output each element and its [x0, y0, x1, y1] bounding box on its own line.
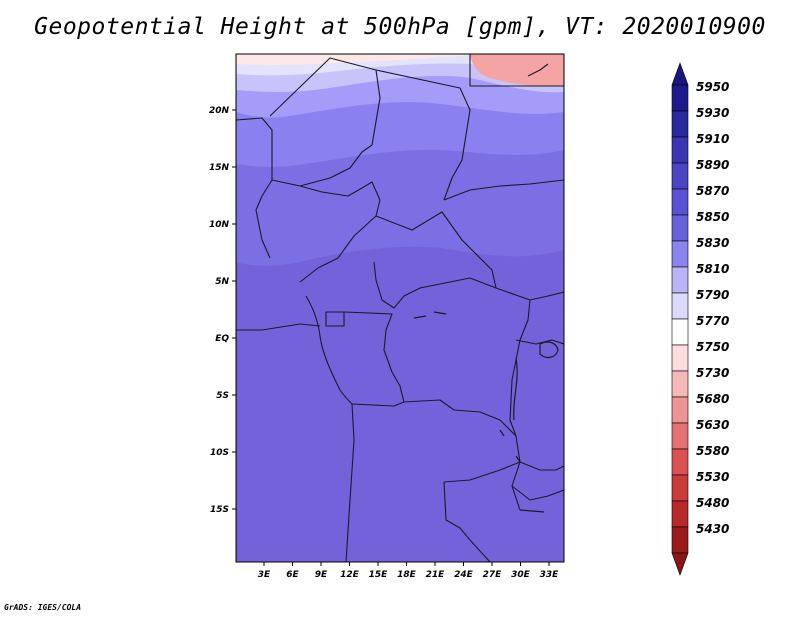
colorbar-swatch — [671, 474, 689, 502]
colorbar-level-label: 5730 — [696, 366, 729, 380]
country-borders — [236, 54, 564, 562]
colorbar-level-label: 5630 — [696, 418, 729, 432]
border-line — [443, 179, 564, 201]
border-line — [529, 291, 564, 301]
colorbar-level-label: 5910 — [696, 132, 729, 146]
colorbar-level-label: 5680 — [696, 392, 729, 406]
colorbar-swatch — [671, 162, 689, 190]
colorbar-level-label: 5850 — [696, 210, 729, 224]
colorbar-level-label: 5430 — [696, 522, 729, 536]
colorbar-swatch — [671, 240, 689, 268]
border-line — [351, 401, 405, 407]
border-line — [443, 481, 491, 562]
colorbar-swatch — [671, 84, 689, 112]
border-line — [403, 399, 521, 511]
border-line — [299, 181, 381, 201]
lat-tick-label: 20N — [209, 106, 230, 116]
height-band-5770 — [236, 54, 480, 65]
colorbar-swatch — [671, 500, 689, 528]
border-line — [375, 69, 471, 201]
lat-tick-label: 5S — [216, 391, 229, 401]
colorbar-swatch — [671, 318, 689, 346]
colorbar-level-label: 5870 — [696, 184, 729, 198]
colorbar-level-label: 5810 — [696, 262, 729, 276]
lake-outline — [539, 341, 559, 359]
colorbar-top-arrow — [671, 62, 689, 86]
latitude-axis: 20N 15N 10N 5N EQ 5S 10S 15S — [209, 106, 236, 515]
colorbar-level-label: 5930 — [696, 106, 729, 120]
lon-tick-label: 9E — [315, 570, 328, 580]
lat-tick-label: 10S — [210, 448, 229, 458]
border-line — [299, 199, 381, 283]
map-field — [236, 54, 564, 562]
lat-tick-label: 15S — [210, 505, 229, 515]
border-line — [511, 485, 564, 501]
colorbar-swatch — [671, 188, 689, 216]
colorbar-level-label: 5750 — [696, 340, 729, 354]
height-band-5750 — [470, 54, 564, 87]
lake-outline — [513, 357, 518, 421]
border-line — [345, 403, 355, 562]
border-line — [305, 295, 353, 405]
colorbar-level-label: 5890 — [696, 158, 729, 172]
border-line — [527, 63, 549, 77]
lake-outline — [499, 429, 505, 437]
map-title: Geopotential Height at 500hPa [gpm], VT:… — [34, 14, 766, 40]
colorbar-swatch — [671, 110, 689, 138]
lon-tick-label: 15E — [369, 570, 389, 580]
border-line — [325, 311, 345, 327]
border-line — [519, 461, 564, 471]
lon-tick-label: 30E — [511, 570, 531, 580]
longitude-axis: 3E 6E 9E 12E 15E 18E 21E 24E 27E 30E 33E — [258, 562, 559, 580]
border-line — [236, 323, 321, 331]
lon-tick-label: 21E — [426, 570, 446, 580]
colorbar-bottom-arrow — [671, 552, 689, 576]
lon-tick-label: 3E — [258, 570, 271, 580]
colorbar-level-label: 5950 — [696, 80, 729, 94]
grads-credit: GrADS: IGES/COLA — [4, 603, 82, 612]
colorbar-level-label: 5830 — [696, 236, 729, 250]
lon-tick-label: 12E — [340, 570, 360, 580]
border-line — [469, 54, 564, 87]
colorbar-swatch — [671, 526, 689, 554]
lon-tick-label: 33E — [540, 570, 560, 580]
lon-tick-label: 6E — [286, 570, 299, 580]
lat-tick-label: EQ — [215, 334, 229, 344]
colorbar-level-label: 5480 — [696, 496, 729, 510]
colorbar-swatch — [671, 448, 689, 476]
lake-outline — [519, 509, 545, 513]
colorbar-swatch — [671, 396, 689, 424]
border-line — [443, 461, 521, 483]
lon-tick-label: 18E — [397, 570, 417, 580]
lon-tick-label: 24E — [454, 570, 474, 580]
lat-tick-label: 5N — [215, 277, 229, 287]
lat-tick-label: 15N — [209, 163, 230, 173]
colorbar-swatch — [671, 214, 689, 242]
colorbar-swatch — [671, 292, 689, 320]
colorbar-swatch — [671, 266, 689, 294]
colorbar-level-label: 5770 — [696, 314, 729, 328]
lake-outline — [515, 455, 521, 463]
colorbar-level-label: 5580 — [696, 444, 729, 458]
lake-outline — [413, 311, 447, 319]
colorbar-swatch — [671, 344, 689, 372]
lon-tick-label: 27E — [483, 570, 503, 580]
colorbar-swatch — [671, 422, 689, 450]
colorbar-level-label: 5530 — [696, 470, 729, 484]
lat-tick-label: 10N — [209, 220, 230, 230]
border-line — [373, 261, 531, 309]
colorbar-swatch — [671, 136, 689, 164]
colorbar-legend: 5950 5930 5910 5890 5870 5850 5830 5810 5790 5770… — [671, 62, 729, 576]
colorbar-level-label: 5790 — [696, 288, 729, 302]
border-line — [343, 311, 405, 403]
map-frame — [235, 53, 565, 563]
colorbar-swatch — [671, 370, 689, 398]
border-line — [255, 179, 273, 259]
lakes — [413, 311, 559, 513]
border-line — [375, 211, 497, 289]
